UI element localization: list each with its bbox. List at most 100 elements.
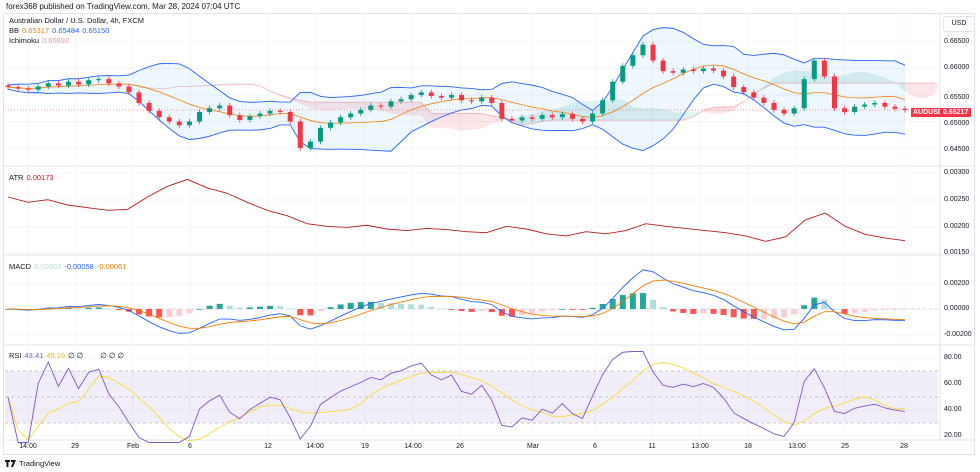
candle: [489, 97, 495, 103]
candle: [811, 60, 817, 80]
ichimoku-cloud-segment: [511, 116, 523, 125]
macd-histogram-bar: [609, 298, 616, 309]
rsi-ma-line: [7, 362, 906, 442]
macd-histogram-bar: [529, 309, 536, 314]
rsi-ma-value: 45.16: [46, 351, 66, 360]
macd-label: MACD: [9, 262, 32, 271]
macd-histogram-bar: [297, 309, 304, 316]
currency-button[interactable]: USD: [943, 16, 975, 32]
macd-histogram-bar: [629, 293, 636, 309]
macd-histogram-bar: [287, 308, 294, 310]
ichimoku-cloud-segment: [844, 72, 855, 84]
candle: [418, 92, 424, 95]
macd-histogram-bar: [770, 309, 777, 319]
price-tick: 0.65000: [944, 120, 970, 127]
candle: [25, 88, 31, 90]
macd-histogram-bar: [559, 308, 566, 310]
time-tick: 6: [593, 443, 597, 450]
rsi-band: [5, 371, 938, 423]
rsi-tick: 80.00: [944, 354, 962, 361]
ichimoku-cloud-segment: [340, 102, 351, 110]
macd-histogram-bar: [337, 304, 344, 309]
ichimoku-cloud-segment: [915, 83, 926, 99]
bb-legend[interactable]: BB 0.65317 0.65484 0.65150: [9, 26, 144, 36]
time-tick: 11: [648, 443, 656, 450]
atr-legend[interactable]: ATR 0.00173: [9, 173, 57, 183]
ichimoku-cloud-segment: [461, 113, 472, 131]
symbol-title[interactable]: Australian Dollar / U.S. Dollar, 4h, FXC…: [9, 16, 145, 25]
ichimoku-cloud-segment: [894, 81, 905, 92]
ichimoku-cloud-segment: [592, 100, 603, 121]
ichimoku-cloud-segment: [713, 106, 724, 114]
macd-histogram-bar: [226, 305, 233, 309]
candle: [761, 97, 767, 103]
macd-histogram-bar: [448, 309, 455, 310]
atr-tick: 0.00300: [944, 169, 970, 176]
ichimoku-cloud-segment: [249, 83, 260, 86]
ichimoku-cloud-segment: [390, 102, 402, 116]
ichimoku-cloud-segment: [683, 112, 694, 121]
ichimoku-cloud-segment: [663, 109, 674, 121]
candle: [15, 87, 21, 89]
ichimoku-cloud-segment: [350, 102, 361, 109]
ichimoku-cloud-segment: [562, 102, 573, 121]
candle: [428, 92, 434, 97]
macd-histogram-bar: [569, 309, 576, 310]
time-tick: 13:00: [788, 443, 806, 450]
macd-tick: -0.00200: [944, 331, 972, 338]
ichimoku-cloud-segment: [753, 86, 764, 94]
bb-basis: 0.65317: [22, 26, 50, 35]
ichimoku-cloud-segment: [300, 100, 311, 109]
macd-histogram-bar: [488, 309, 495, 313]
candle: [398, 99, 404, 102]
ichimoku-legend[interactable]: Ichimoku 0.65692: [9, 36, 144, 46]
macd-histogram-bar: [579, 309, 586, 310]
macd-histogram-bar: [599, 304, 606, 309]
candle: [711, 68, 717, 71]
candle: [539, 115, 545, 119]
macd-legend[interactable]: MACD 0.00003 -0.00058 -0.00061: [9, 262, 129, 272]
candle: [146, 102, 152, 111]
macd-histogram-bar: [428, 306, 435, 309]
ichimoku-cloud-segment: [330, 102, 341, 111]
macd-histogram-bar: [367, 301, 374, 309]
macd-histogram-bar: [186, 309, 193, 314]
price-tick: 0.66500: [944, 38, 970, 45]
macd-histogram-bar: [216, 303, 223, 309]
ichimoku-cloud-segment: [219, 83, 230, 85]
macd-histogram-bar: [670, 309, 677, 312]
time-tick: 14:00: [19, 443, 37, 450]
ichimoku-cloud-segment: [834, 74, 845, 84]
macd-line-value: -0.00058: [64, 262, 94, 271]
candle: [650, 44, 656, 61]
macd-histogram-bar: [146, 309, 153, 317]
candle: [5, 85, 11, 88]
rsi-legend[interactable]: RSI 43.41 45.16 ∅ ∅ ∅ ∅ ∅: [9, 351, 127, 361]
price-tick: 0.65500: [944, 94, 970, 101]
macd-histogram-bar: [468, 309, 475, 312]
ichimoku-cloud-segment: [905, 83, 916, 97]
macd-histogram-bar: [357, 302, 364, 309]
candle: [721, 70, 727, 77]
macd-histogram-bar: [508, 309, 515, 317]
candle: [126, 86, 132, 93]
macd-histogram-bar: [710, 309, 717, 314]
candle: [620, 65, 626, 82]
macd-hist-value: 0.00003: [34, 262, 62, 271]
candle: [690, 69, 696, 72]
ichimoku-cloud-segment: [532, 111, 543, 124]
candle: [771, 102, 777, 110]
candle: [338, 117, 344, 123]
candle: [499, 102, 505, 119]
candle: [549, 115, 555, 118]
atr-value: 0.00173: [26, 173, 54, 182]
ichimoku-cloud-segment: [884, 77, 895, 84]
bb-fill: [8, 27, 905, 152]
time-tick: 19: [361, 443, 369, 450]
ichimoku-cloud-segment: [814, 70, 825, 84]
candle: [267, 110, 273, 114]
candle: [65, 81, 71, 86]
ichimoku-cloud-segment: [572, 101, 583, 121]
macd-histogram-bar: [246, 307, 253, 309]
